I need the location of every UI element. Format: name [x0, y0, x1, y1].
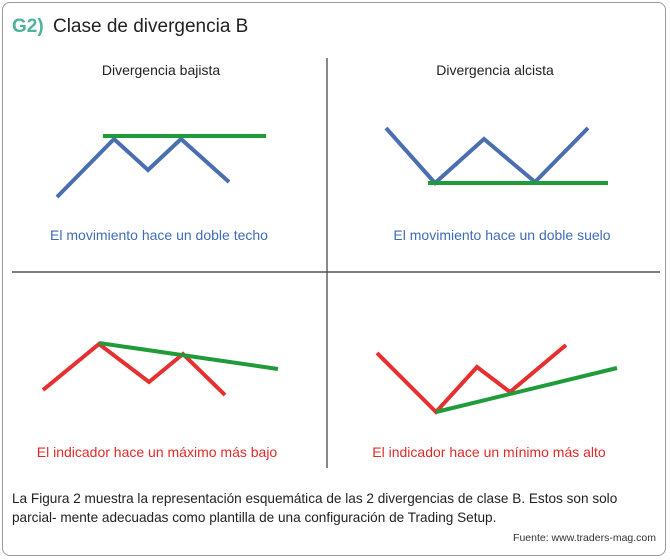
source-credit: Fuente: www.traders-mag.com [513, 532, 656, 544]
ascending-trendline [435, 366, 618, 414]
caption-lower-high: El indicador hace un máximo más bajo [36, 444, 278, 460]
figure-title-text: Clase de divergencia B [52, 16, 249, 37]
price-double-top-line [55, 136, 231, 199]
caption-double-bottom: El movimiento hace un doble suelo [393, 227, 611, 243]
figure-caption: La Figura 2 muestra la representación es… [12, 491, 618, 525]
indicator-lower-high-line [41, 341, 227, 397]
heading-bullish-divergence: Divergencia alcista [436, 62, 554, 78]
figure-title: G2) Clase de divergencia B [12, 16, 248, 38]
descending-trendline [98, 341, 279, 371]
price-double-bottom-line [384, 126, 590, 186]
indicator-higher-low-line [375, 343, 568, 415]
figure-tag: G2) [12, 16, 44, 37]
caption-higher-low: El indicador hace un mínimo más alto [372, 444, 606, 460]
caption-double-top: El movimiento hace un doble techo [50, 227, 268, 243]
heading-bearish-divergence: Divergencia bajista [101, 62, 221, 78]
